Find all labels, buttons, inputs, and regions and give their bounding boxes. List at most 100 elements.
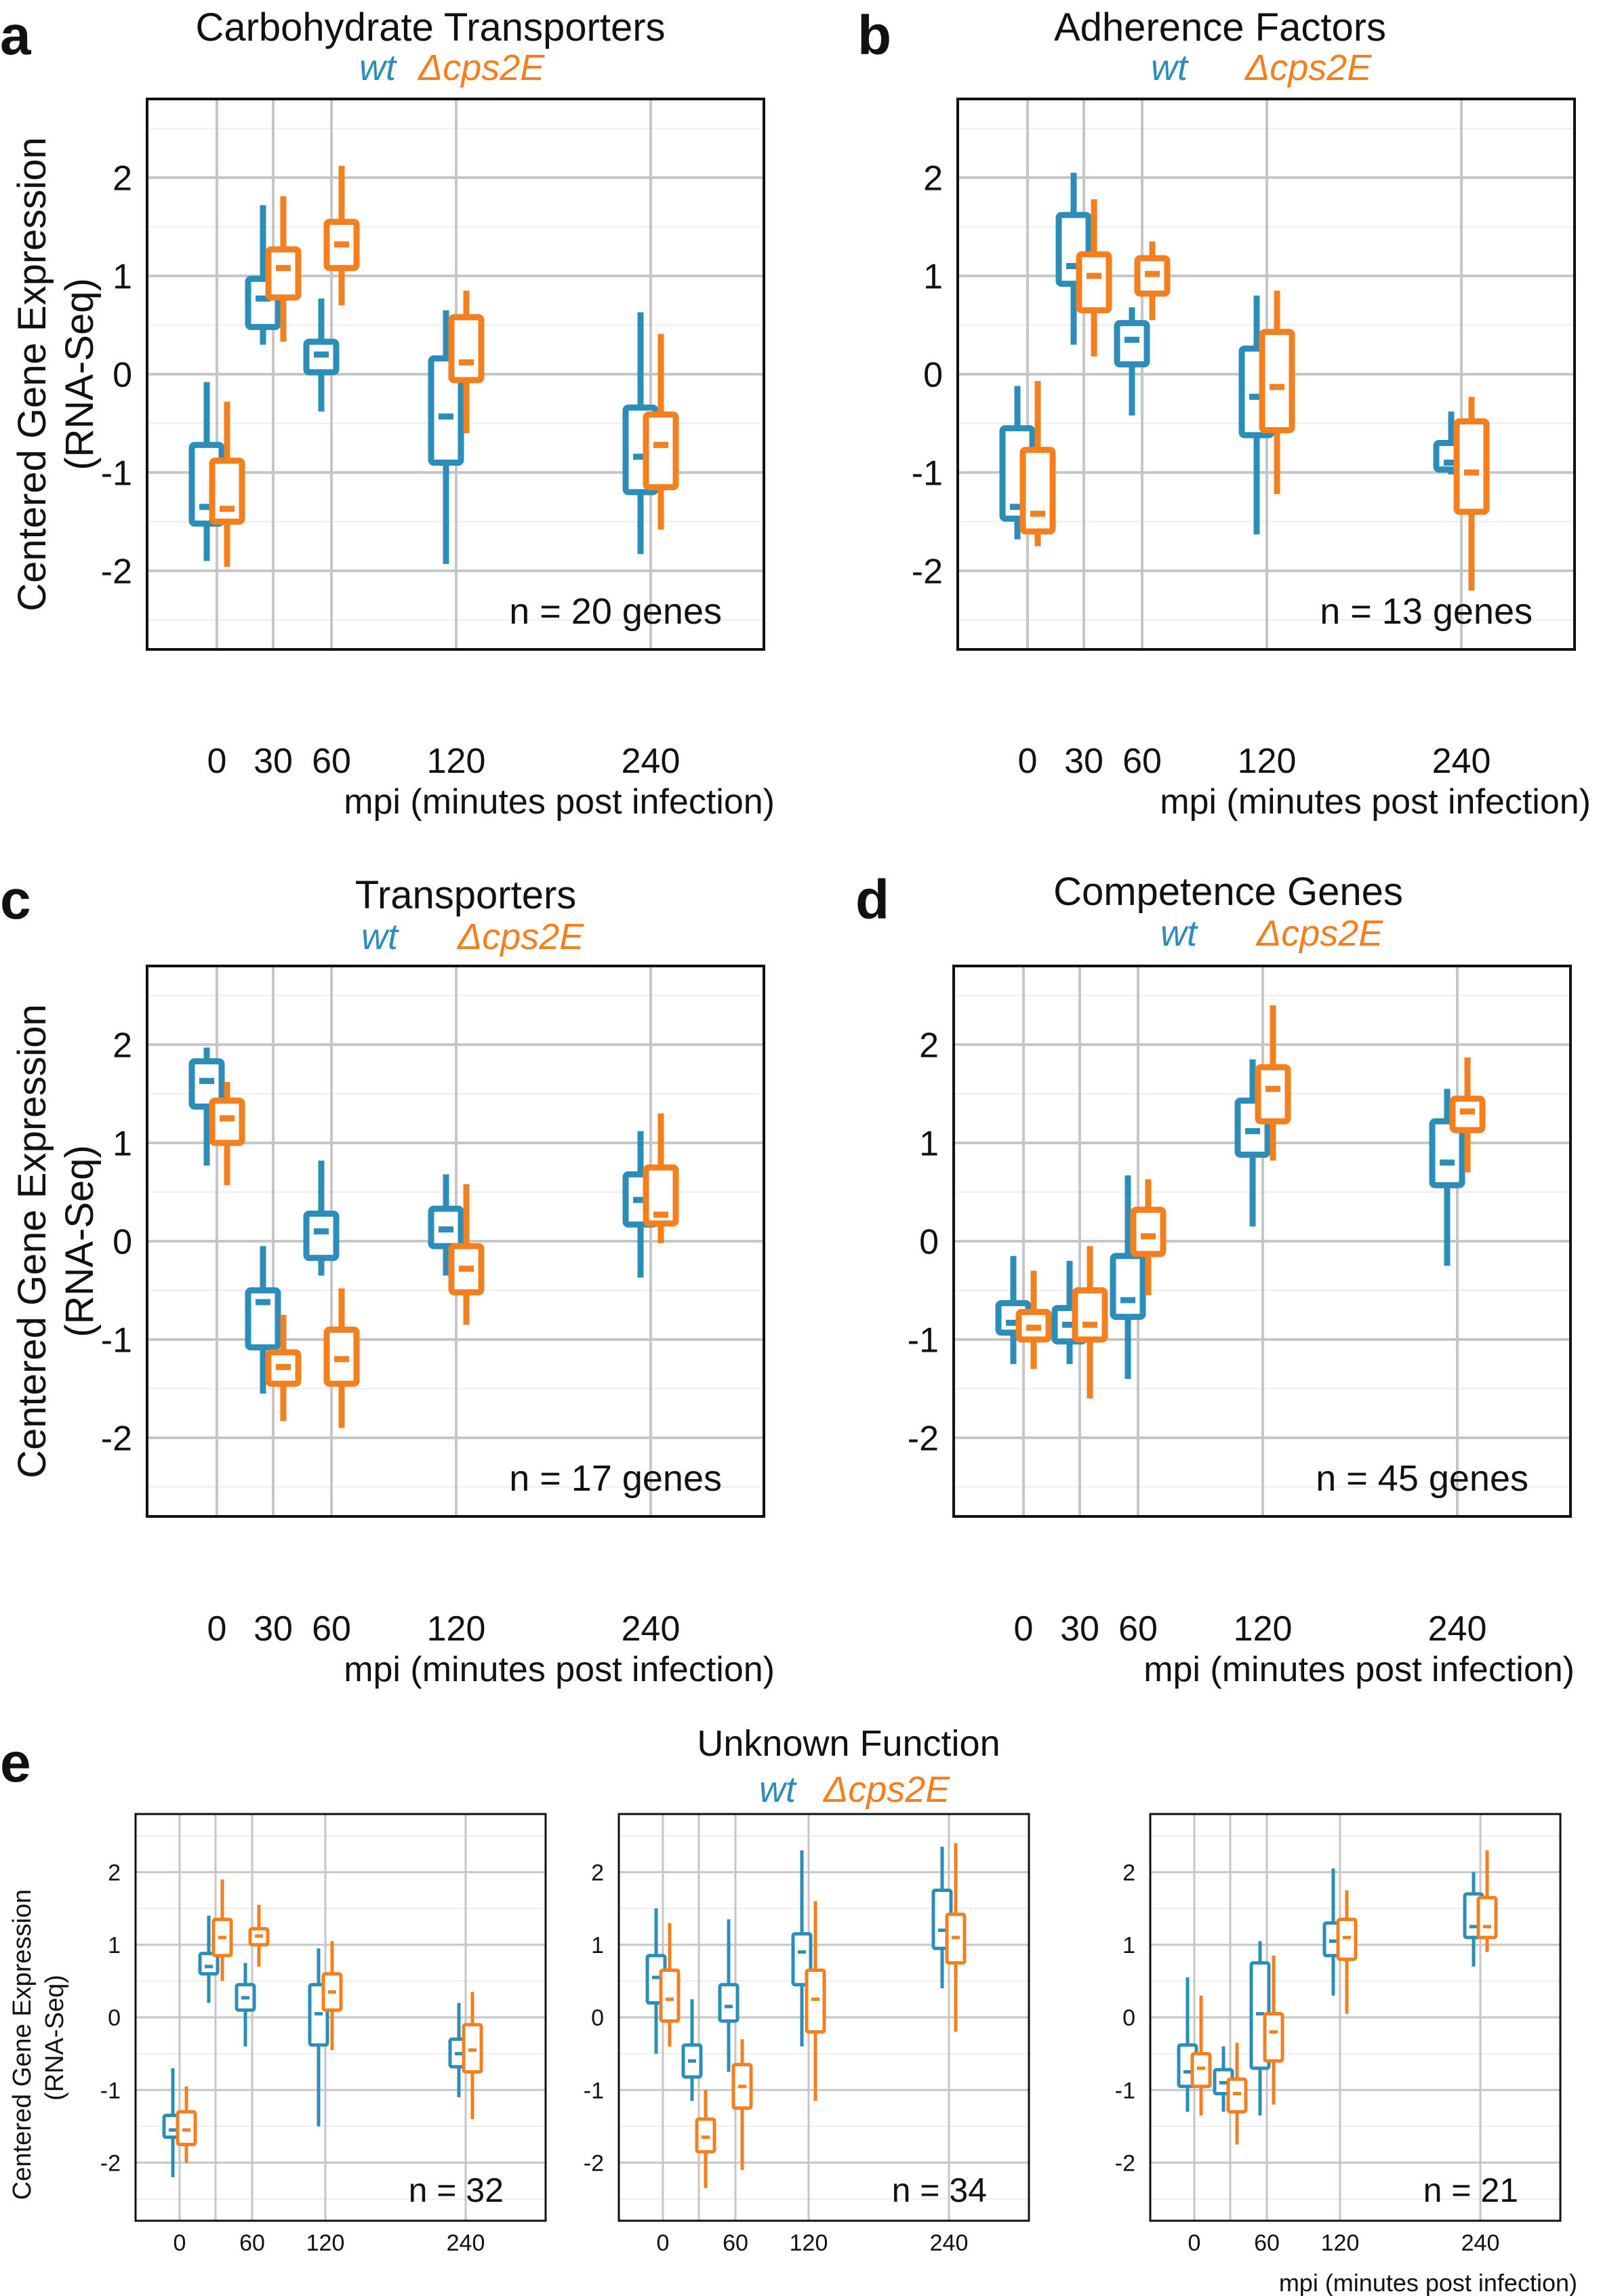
x-axis-label: mpi (minutes post infection) [1143,1650,1575,1689]
plot-frame [952,965,1572,1518]
x-tick-label: 30 [1064,742,1103,781]
box-mutant-240 [643,334,679,530]
gene-count-note: n = 34 [892,2171,987,2209]
plot-frame [1149,1813,1562,2222]
plot-frame [134,1813,547,2222]
box-mutant-120 [448,290,485,433]
y-tick-label: 1 [591,1933,604,1958]
iqr-box [1130,1207,1167,1257]
y-tick-label: -1 [912,454,943,494]
iqr-box [1076,251,1112,314]
iqr-box [1453,418,1490,515]
iqr-box [1259,329,1295,434]
y-axis-label: Centered Gene Expression [8,1889,37,2200]
x-tick-label: 240 [447,2230,485,2256]
y-tick-label: 1 [923,258,943,297]
panel-title-c: Transporters [355,873,577,917]
x-tick-label: 0 [174,2230,186,2256]
x-tick-label: 30 [1060,1609,1099,1649]
iqr-box [1110,1253,1146,1321]
y-tick-label: 0 [919,1223,939,1262]
y-tick-label: -1 [584,2078,604,2103]
box-mutant-0 [209,1082,245,1186]
y-tick-label: -1 [100,2078,121,2103]
box-wt-30 [681,1999,703,2101]
panel-e-legend-mutant: Δcps2E [822,1769,950,1810]
box-wt-60 [1114,307,1150,416]
y-tick-label: 1 [919,1125,939,1164]
box-mutant-0 [1015,1270,1052,1369]
box-mutant-30 [265,1314,302,1422]
panel-letter-c: c [0,869,31,931]
y-tick-label: 0 [113,356,132,395]
y-axis-label-units: (RNA-Seq) [58,278,102,470]
box-wt-240 [1429,1089,1465,1266]
box-mutant-30 [211,1879,233,1981]
y-tick-label: -1 [1115,2078,1135,2103]
box-wt-30 [245,1246,281,1394]
gene-count-note: n = 13 genes [1320,591,1533,632]
x-tick-label: 60 [312,1609,351,1649]
x-tick-label: 0 [1014,1609,1034,1649]
box-mutant-30 [265,196,302,342]
legend-mutant-b: Δcps2E [1244,47,1372,88]
legend-mutant-a: Δcps2E [417,47,545,88]
box-mutant-60 [1134,241,1171,321]
panel-title-a: Carbohydrate Transporters [195,5,665,49]
box-wt-60 [1110,1175,1146,1379]
legend-mutant-c: Δcps2E [456,917,584,957]
box-wt-120 [1234,1059,1271,1227]
y-axis-label-units: (RNA-Seq) [41,1975,69,2101]
y-tick-label: 2 [108,1860,121,1886]
x-tick-label: 0 [1188,2230,1201,2256]
y-axis-label-units: (RNA-Seq) [58,1145,102,1337]
y-tick-label: 1 [108,1933,121,1958]
iqr-box [209,1097,245,1146]
box-mutant-0 [659,1922,681,2047]
y-tick-label: 2 [113,1026,132,1066]
box-mutant-60 [1263,1955,1284,2105]
x-tick-label: 240 [1428,1609,1487,1649]
y-tick-label: 0 [108,2005,121,2031]
y-tick-label: -1 [101,1321,132,1361]
box-mutant-60 [323,165,360,306]
box-mutant-240 [1476,1850,1498,1952]
y-axis-label: Centered Gene Expression [10,137,54,611]
box-mutant-30 [1076,199,1112,357]
iqr-box [265,246,302,301]
gene-count-note: n = 17 genes [509,1458,722,1499]
x-tick-label: 240 [1432,742,1491,781]
box-mutant-240 [462,1992,483,2119]
panel-e-letter: e [0,1732,31,1794]
x-tick-label: 240 [1461,2230,1500,2256]
gene-count-note: n = 32 [409,2171,504,2209]
x-tick-label: 60 [1118,1609,1158,1649]
box-wt-60 [718,1919,739,2072]
y-tick-label: -2 [912,552,943,592]
y-axis-label: Centered Gene Expression [10,1004,54,1478]
legend-wt-b: wt [1151,47,1189,88]
y-tick-label: -2 [101,1419,132,1459]
iqr-box [1336,1917,1358,1961]
box-wt-120 [428,1174,464,1276]
iqr-box [1226,2077,1248,2114]
box-mutant-120 [448,1184,485,1325]
y-tick-label: -2 [1115,2151,1135,2177]
legend-mutant-d: Δcps2E [1255,913,1383,954]
panel-e-legend-wt: wt [759,1769,797,1810]
x-tick-label: 60 [239,2230,265,2256]
x-tick-label: 30 [254,742,293,781]
gene-count-note: n = 20 genes [509,591,722,632]
box-mutant-240 [945,1842,967,2032]
iqr-box [805,1968,826,2034]
iqr-box [718,1983,739,2023]
gene-count-note: n = 21 [1423,2171,1518,2209]
x-tick-label: 120 [790,2230,828,2256]
box-mutant-120 [1336,1890,1358,2014]
plot-frame [146,98,765,651]
